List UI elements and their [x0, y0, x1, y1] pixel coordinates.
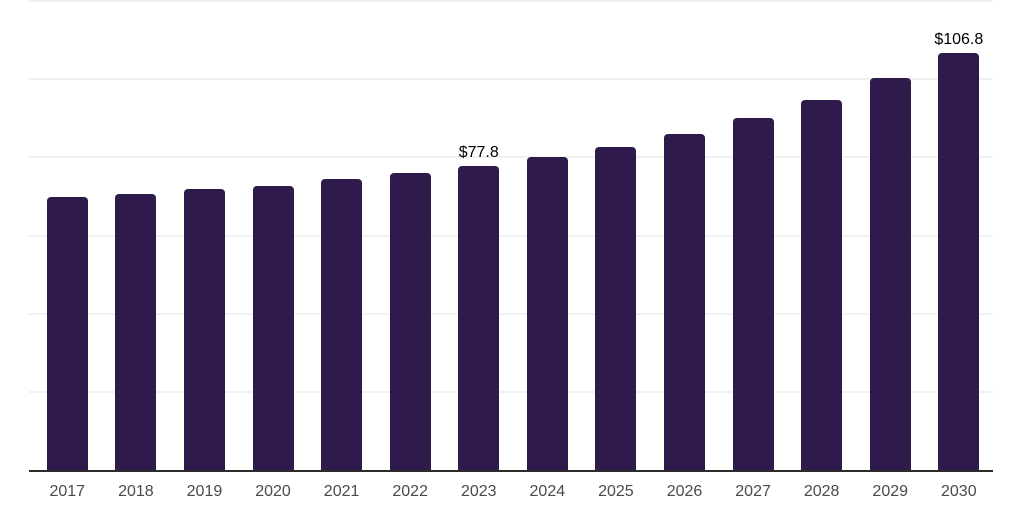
bar-slot-2019 — [170, 0, 239, 470]
bar-slot-2027 — [719, 0, 788, 470]
bar-2020 — [252, 186, 294, 470]
bar-slot-2026 — [650, 0, 719, 470]
x-tick-2030: 2030 — [941, 483, 977, 500]
x-tick-2023: 2023 — [460, 483, 497, 500]
x-tick-2018: 2018 — [118, 483, 154, 500]
bar-value-label-2023: $77.8 — [458, 144, 499, 161]
x-tick-2026: 2026 — [666, 483, 703, 500]
bar-2030: $106.8 — [934, 31, 983, 470]
bar-2024 — [526, 157, 568, 470]
bar-2021 — [321, 179, 363, 470]
gridline-40 — [29, 312, 993, 315]
bar-slot-2024 — [513, 0, 582, 470]
x-axis-line — [29, 470, 993, 472]
bar-2023: $77.8 — [458, 144, 500, 470]
bar-slot-2029 — [856, 0, 925, 470]
bar-2025 — [595, 147, 637, 470]
bar-slot-2020 — [239, 0, 308, 470]
x-tick-2021: 2021 — [323, 483, 360, 500]
bar-slot-2030: $106.8 — [925, 0, 994, 470]
gridline-100 — [29, 78, 993, 81]
bars-container: $77.8 $106.8 — [33, 0, 993, 470]
bar-slot-2018 — [102, 0, 171, 470]
bar-value-label-2030: $106.8 — [934, 31, 984, 48]
gridline-120 — [29, 0, 993, 2]
bar-2028 — [801, 100, 843, 470]
gridline-60 — [29, 234, 993, 237]
x-tick-2025: 2025 — [598, 483, 634, 500]
bar-2018 — [115, 194, 157, 470]
x-tick-2019: 2019 — [186, 483, 223, 500]
x-tick-2020: 2020 — [255, 483, 291, 500]
x-tick-2017: 2017 — [49, 483, 86, 500]
bar-slot-2023: $77.8 — [444, 0, 513, 470]
gridline-20 — [29, 390, 993, 393]
x-tick-2028: 2028 — [803, 483, 840, 500]
bar-slot-2028 — [787, 0, 856, 470]
bar-2019 — [183, 189, 225, 470]
x-tick-2024: 2024 — [529, 483, 566, 500]
gridline-80 — [29, 156, 993, 159]
bar-slot-2021 — [307, 0, 376, 470]
bar-slot-2017 — [33, 0, 102, 470]
bar-2027 — [732, 118, 774, 470]
bar-2022 — [389, 173, 431, 470]
x-tick-2027: 2027 — [735, 483, 771, 500]
x-axis-tick-labels: 2017 2018 2019 2020 2021 2022 2023 2024 2025 2026… — [33, 483, 993, 501]
x-tick-2022: 2022 — [392, 483, 428, 500]
bar-slot-2022 — [376, 0, 445, 470]
bar-slot-2025 — [582, 0, 651, 470]
bar-2029 — [869, 78, 911, 470]
bar-2026 — [663, 134, 705, 470]
plot-area — [29, 0, 993, 470]
bar-2017 — [46, 197, 88, 470]
x-tick-2029: 2029 — [872, 483, 909, 500]
